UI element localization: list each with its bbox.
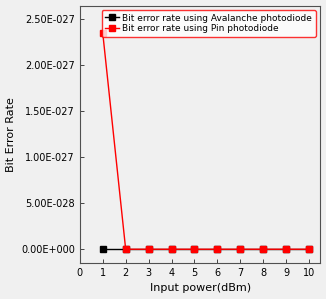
Bit error rate using Avalanche photodiode <box>307 248 311 251</box>
Bit error rate using Pin photodiode <box>238 248 242 251</box>
Bit error rate using Avalanche photodiode <box>284 248 288 251</box>
Bit error rate using Avalanche photodiode <box>215 248 219 251</box>
Bit error rate using Avalanche photodiode <box>238 248 242 251</box>
Line: Bit error rate using Avalanche photodiode: Bit error rate using Avalanche photodiod… <box>99 246 312 253</box>
Bit error rate using Pin photodiode <box>307 248 311 251</box>
Line: Bit error rate using Pin photodiode: Bit error rate using Pin photodiode <box>99 30 312 253</box>
Y-axis label: Bit Error Rate: Bit Error Rate <box>6 97 16 172</box>
Bit error rate using Avalanche photodiode <box>147 248 151 251</box>
Bit error rate using Avalanche photodiode <box>170 248 173 251</box>
Bit error rate using Avalanche photodiode <box>261 248 265 251</box>
Bit error rate using Pin photodiode <box>101 31 105 35</box>
Bit error rate using Pin photodiode <box>215 248 219 251</box>
Bit error rate using Pin photodiode <box>124 248 128 251</box>
Bit error rate using Pin photodiode <box>192 248 196 251</box>
Bit error rate using Avalanche photodiode <box>124 248 128 251</box>
Bit error rate using Avalanche photodiode <box>101 248 105 251</box>
Bit error rate using Pin photodiode <box>147 248 151 251</box>
Legend: Bit error rate using Avalanche photodiode, Bit error rate using Pin photodiode: Bit error rate using Avalanche photodiod… <box>102 10 316 37</box>
Bit error rate using Pin photodiode <box>170 248 173 251</box>
Bit error rate using Pin photodiode <box>284 248 288 251</box>
X-axis label: Input power(dBm): Input power(dBm) <box>150 283 251 293</box>
Bit error rate using Avalanche photodiode <box>192 248 196 251</box>
Bit error rate using Pin photodiode <box>261 248 265 251</box>
